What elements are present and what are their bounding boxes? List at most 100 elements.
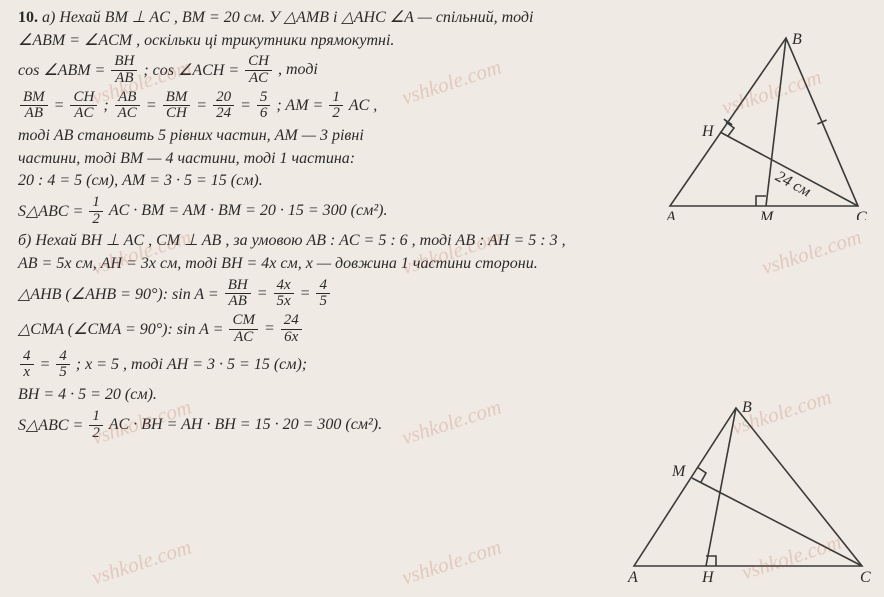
- eq: =: [40, 356, 51, 374]
- text: BM ⊥ AC , BM = 20 см. У △AMB і △AHC ∠A —…: [105, 9, 534, 26]
- den: 2: [89, 426, 103, 442]
- text: AC ,: [349, 97, 377, 115]
- line-a2: ∠ABM = ∠ACM , оскільки ці трикутники пря…: [18, 30, 658, 52]
- den: AB: [225, 294, 251, 310]
- fraction: 12: [329, 90, 343, 123]
- num: 5: [257, 90, 271, 107]
- line-a1: 10. а) Нехай BM ⊥ AC , BM = 20 см. У △AM…: [18, 7, 658, 29]
- text: △AHB (∠AHB = 90°): sin A =: [18, 284, 219, 304]
- page: 10. а) Нехай BM ⊥ AC , BM = 20 см. У △AM…: [0, 0, 884, 597]
- text: , тоді: [278, 61, 318, 79]
- text: ; AM =: [276, 97, 323, 115]
- fraction: ABAC: [115, 90, 140, 123]
- fraction: CHAC: [70, 90, 97, 123]
- svg-text:A: A: [627, 569, 638, 582]
- num: 20: [213, 90, 234, 107]
- num: 4: [56, 349, 70, 366]
- line-bh: BH = 4 · 5 = 20 (см).: [18, 384, 658, 406]
- fraction: BHAB: [225, 278, 251, 311]
- text: ; cos ∠ACH =: [143, 60, 239, 80]
- fraction: 12: [89, 409, 103, 442]
- num: BH: [225, 278, 251, 295]
- eq: =: [146, 97, 157, 115]
- text: AC · BM = AM · BM = 20 · 15 = 300 (см²).: [109, 202, 388, 220]
- num: CM: [229, 313, 258, 330]
- den: 2: [329, 106, 343, 122]
- svg-text:24 см: 24 см: [773, 168, 814, 201]
- fraction: 4x5x: [274, 278, 294, 311]
- num: 1: [89, 409, 103, 426]
- line-a6: частини, тоді BM — 4 частини, тоді 1 час…: [18, 148, 658, 170]
- fraction: 12: [89, 195, 103, 228]
- den: AC: [115, 106, 140, 122]
- num: 1: [89, 195, 103, 212]
- eq: =: [257, 285, 268, 303]
- eq-area-b: S△ABC = 12 AC · BH = AH · BH = 15 · 20 =…: [18, 409, 658, 442]
- den: 6x: [281, 330, 302, 346]
- figure-triangle-2: A H C B M: [620, 396, 876, 582]
- fraction: CMAC: [229, 313, 258, 346]
- svg-text:B: B: [742, 399, 752, 416]
- watermark: vshkole.com: [399, 535, 505, 591]
- eq-cos: cos ∠ABM = BHAB ; cos ∠ACH = CHAC , тоді: [18, 54, 658, 87]
- den: AC: [245, 71, 272, 87]
- line-b1: б) Нехай BH ⊥ AC , CM ⊥ AB , за умовою A…: [18, 230, 858, 252]
- num: CH: [70, 90, 97, 107]
- den: x: [20, 365, 34, 381]
- svg-text:C: C: [856, 209, 867, 220]
- den: 24: [213, 106, 234, 122]
- svg-text:C: C: [860, 569, 871, 582]
- text-column: 10. а) Нехай BM ⊥ AC , BM = 20 см. У △AM…: [18, 7, 658, 441]
- num: 4: [316, 278, 330, 295]
- num: 4x: [274, 278, 294, 295]
- num: 1: [329, 90, 343, 107]
- eq-x: 4x = 45 ; x = 5 , тоді AH = 3 · 5 = 15 (…: [18, 349, 658, 382]
- den: CH: [163, 106, 191, 122]
- num: CH: [245, 54, 272, 71]
- line-b2: AB = 5x см, AH = 3x см, тоді BH = 4x см,…: [18, 253, 858, 275]
- line-a7: 20 : 4 = 5 (см), AM = 3 · 5 = 15 (см).: [18, 170, 658, 192]
- svg-text:M: M: [759, 209, 775, 220]
- svg-text:B: B: [792, 31, 802, 48]
- num: 24: [281, 313, 302, 330]
- den: AC: [70, 106, 97, 122]
- text: ; x = 5 , тоді AH = 3 · 5 = 15 (см);: [76, 356, 307, 374]
- den: 5: [316, 294, 330, 310]
- den: 5: [56, 365, 70, 381]
- svg-text:M: M: [671, 463, 687, 480]
- num: 4: [20, 349, 34, 366]
- fraction: 45: [56, 349, 70, 382]
- num: BM: [163, 90, 191, 107]
- eq-area-a: S△ABC = 12 AC · BM = AM · BM = 20 · 15 =…: [18, 195, 658, 228]
- fraction: BMAB: [20, 90, 48, 123]
- text: △CMA (∠CMA = 90°): sin A =: [18, 319, 223, 339]
- text: S△ABC =: [18, 201, 83, 221]
- fraction: 4x: [20, 349, 34, 382]
- den: 2: [89, 212, 103, 228]
- fraction: 45: [316, 278, 330, 311]
- text: AC · BH = AH · BH = 15 · 20 = 300 (см²).: [109, 416, 382, 434]
- eq: =: [264, 320, 275, 338]
- den: AB: [111, 71, 137, 87]
- eq-ratios: BMAB = CHAC ; ABAC = BMCH = 2024 = 56 ; …: [18, 90, 658, 123]
- text: cos ∠ABM =: [18, 60, 105, 80]
- num: BH: [111, 54, 137, 71]
- den: 6: [257, 106, 271, 122]
- eq: =: [196, 97, 207, 115]
- den: AB: [20, 106, 48, 122]
- fraction: CHAC: [245, 54, 272, 87]
- line-a5: тоді AB становить 5 рівних частин, AM — …: [18, 125, 658, 147]
- text: S△ABC =: [18, 415, 83, 435]
- text: а) Нехай: [42, 9, 105, 26]
- figure-triangle-1: A M C B H 24 см: [658, 30, 876, 220]
- eq: =: [54, 97, 65, 115]
- semi: ;: [103, 97, 108, 115]
- num: AB: [115, 90, 140, 107]
- fraction: 2024: [213, 90, 234, 123]
- den: 5x: [274, 294, 294, 310]
- fraction: 56: [257, 90, 271, 123]
- den: AC: [229, 330, 258, 346]
- fraction: 246x: [281, 313, 302, 346]
- svg-text:H: H: [701, 569, 715, 582]
- eq: =: [300, 285, 311, 303]
